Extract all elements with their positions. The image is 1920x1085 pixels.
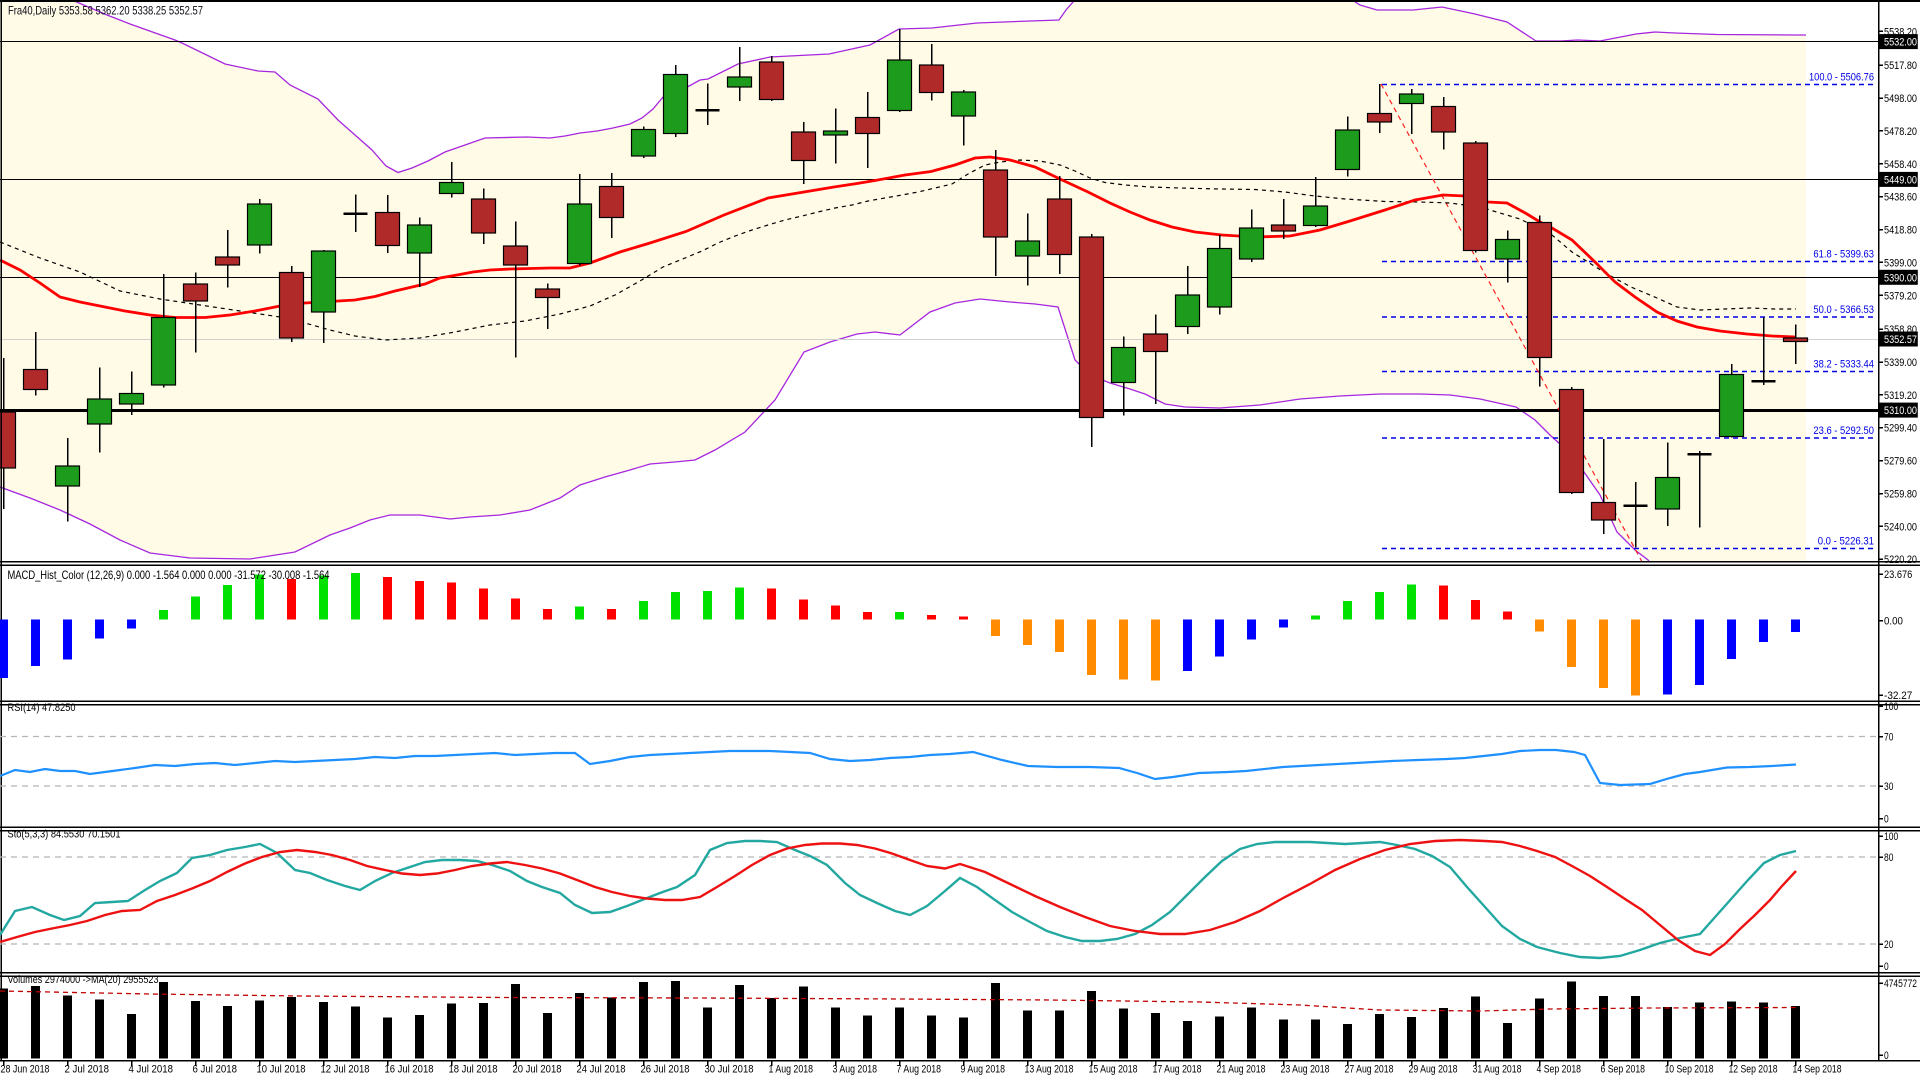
- svg-text:24 Jul 2018: 24 Jul 2018: [577, 1064, 626, 1076]
- svg-text:4 Sep 2018: 4 Sep 2018: [1537, 1064, 1582, 1076]
- svg-text:21 Aug 2018: 21 Aug 2018: [1217, 1064, 1266, 1076]
- svg-text:16 Jul 2018: 16 Jul 2018: [385, 1064, 434, 1076]
- svg-text:7 Aug 2018: 7 Aug 2018: [897, 1064, 942, 1076]
- svg-text:12 Jul 2018: 12 Jul 2018: [321, 1064, 370, 1076]
- svg-text:5478.20: 5478.20: [1884, 126, 1917, 138]
- svg-text:13 Aug 2018: 13 Aug 2018: [1025, 1064, 1074, 1076]
- svg-text:5532.00: 5532.00: [1884, 37, 1917, 49]
- svg-text:5418.80: 5418.80: [1884, 225, 1917, 237]
- svg-text:5339.00: 5339.00: [1884, 357, 1917, 369]
- svg-text:5498.00: 5498.00: [1884, 93, 1917, 105]
- svg-text:-32.27: -32.27: [1884, 690, 1912, 702]
- svg-text:4745772: 4745772: [1884, 978, 1917, 990]
- svg-text:0.00: 0.00: [1884, 616, 1903, 628]
- svg-text:26 Jul 2018: 26 Jul 2018: [641, 1064, 690, 1076]
- svg-text:5379.20: 5379.20: [1884, 290, 1917, 302]
- svg-text:1 Aug 2018: 1 Aug 2018: [769, 1064, 814, 1076]
- svg-text:10 Jul 2018: 10 Jul 2018: [257, 1064, 306, 1076]
- svg-text:9 Aug 2018: 9 Aug 2018: [961, 1064, 1006, 1076]
- svg-text:30 Jul 2018: 30 Jul 2018: [705, 1064, 754, 1076]
- svg-text:6 Jul 2018: 6 Jul 2018: [193, 1064, 238, 1076]
- svg-text:5449.00: 5449.00: [1884, 174, 1917, 186]
- svg-text:12 Sep 2018: 12 Sep 2018: [1729, 1064, 1778, 1076]
- svg-text:5390.00: 5390.00: [1884, 272, 1917, 284]
- svg-text:27 Aug 2018: 27 Aug 2018: [1345, 1064, 1394, 1076]
- svg-text:Fra40,Daily 5353.58 5362.20 5: Fra40,Daily 5353.58 5362.20 5338.25 5352…: [8, 4, 203, 18]
- svg-text:6 Sep 2018: 6 Sep 2018: [1601, 1064, 1646, 1076]
- svg-text:100.0 - 5506.76: 100.0 - 5506.76: [1809, 72, 1874, 84]
- svg-text:17 Aug 2018: 17 Aug 2018: [1153, 1064, 1202, 1076]
- svg-text:80: 80: [1884, 852, 1893, 864]
- svg-text:5240.00: 5240.00: [1884, 521, 1917, 533]
- svg-text:100: 100: [1884, 701, 1898, 713]
- svg-text:5310.00: 5310.00: [1884, 405, 1917, 417]
- svg-text:14 Sep 2018: 14 Sep 2018: [1793, 1064, 1842, 1076]
- svg-text:0: 0: [1884, 1050, 1889, 1062]
- svg-text:23.6 - 5292.50: 23.6 - 5292.50: [1813, 425, 1874, 437]
- svg-text:5279.60: 5279.60: [1884, 456, 1917, 468]
- svg-text:5517.80: 5517.80: [1884, 60, 1917, 72]
- svg-text:MACD_Hist_Color (12,26,9) 0.0: MACD_Hist_Color (12,26,9) 0.000 -1.564 0…: [8, 568, 330, 582]
- svg-text:5458.40: 5458.40: [1884, 159, 1917, 171]
- svg-text:100: 100: [1884, 831, 1898, 843]
- svg-text:70: 70: [1884, 732, 1893, 744]
- svg-text:0: 0: [1884, 961, 1889, 973]
- svg-text:4 Jul 2018: 4 Jul 2018: [129, 1064, 174, 1076]
- svg-text:5438.60: 5438.60: [1884, 192, 1917, 204]
- svg-text:31 Aug 2018: 31 Aug 2018: [1473, 1064, 1522, 1076]
- svg-text:0.0 - 5226.31: 0.0 - 5226.31: [1818, 536, 1874, 548]
- svg-text:20: 20: [1884, 939, 1893, 951]
- svg-text:5259.80: 5259.80: [1884, 489, 1917, 501]
- svg-text:Volumes 2974000 ->MA(20) 2955: Volumes 2974000 ->MA(20) 2955523: [8, 974, 159, 986]
- svg-text:28 Jun 2018: 28 Jun 2018: [1, 1064, 50, 1076]
- svg-text:Sto(5,3,3) 84.5530 70.1501: Sto(5,3,3) 84.5530 70.1501: [8, 829, 121, 841]
- svg-text:5299.40: 5299.40: [1884, 423, 1917, 435]
- svg-text:20 Jul 2018: 20 Jul 2018: [513, 1064, 562, 1076]
- svg-text:0: 0: [1884, 814, 1889, 826]
- svg-text:18 Jul 2018: 18 Jul 2018: [449, 1064, 498, 1076]
- svg-text:5220.20: 5220.20: [1884, 554, 1917, 566]
- svg-text:5399.00: 5399.00: [1884, 257, 1917, 269]
- svg-text:5319.20: 5319.20: [1884, 390, 1917, 402]
- svg-text:10 Sep 2018: 10 Sep 2018: [1665, 1064, 1714, 1076]
- svg-text:15 Aug 2018: 15 Aug 2018: [1089, 1064, 1138, 1076]
- svg-text:RSI(14) 47.8250: RSI(14) 47.8250: [8, 702, 76, 714]
- svg-text:61.8 - 5399.63: 61.8 - 5399.63: [1813, 249, 1874, 261]
- svg-text:23 Aug 2018: 23 Aug 2018: [1281, 1064, 1330, 1076]
- svg-text:3 Aug 2018: 3 Aug 2018: [833, 1064, 878, 1076]
- svg-text:50.0 - 5366.53: 50.0 - 5366.53: [1813, 304, 1874, 316]
- svg-text:2 Jul 2018: 2 Jul 2018: [65, 1064, 110, 1076]
- svg-text:5352.57: 5352.57: [1884, 334, 1917, 346]
- svg-text:29 Aug 2018: 29 Aug 2018: [1409, 1064, 1458, 1076]
- svg-text:23.676: 23.676: [1884, 569, 1912, 581]
- svg-text:38.2 - 5333.44: 38.2 - 5333.44: [1813, 359, 1874, 371]
- svg-text:30: 30: [1884, 781, 1893, 793]
